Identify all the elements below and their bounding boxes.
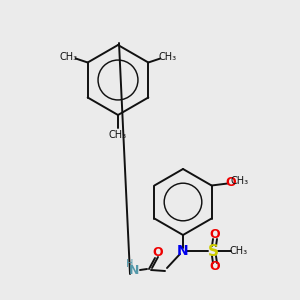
Text: N: N (177, 244, 189, 258)
Text: O: O (225, 176, 236, 189)
Text: O: O (210, 229, 220, 242)
Text: CH₃: CH₃ (60, 52, 78, 61)
Text: CH₃: CH₃ (230, 176, 249, 185)
Text: O: O (210, 260, 220, 274)
Text: CH₃: CH₃ (158, 52, 176, 61)
Text: O: O (153, 247, 163, 260)
Text: H: H (126, 259, 134, 269)
Text: N: N (129, 265, 139, 278)
Text: S: S (208, 244, 218, 259)
Text: CH₃: CH₃ (109, 130, 127, 140)
Text: CH₃: CH₃ (230, 246, 248, 256)
